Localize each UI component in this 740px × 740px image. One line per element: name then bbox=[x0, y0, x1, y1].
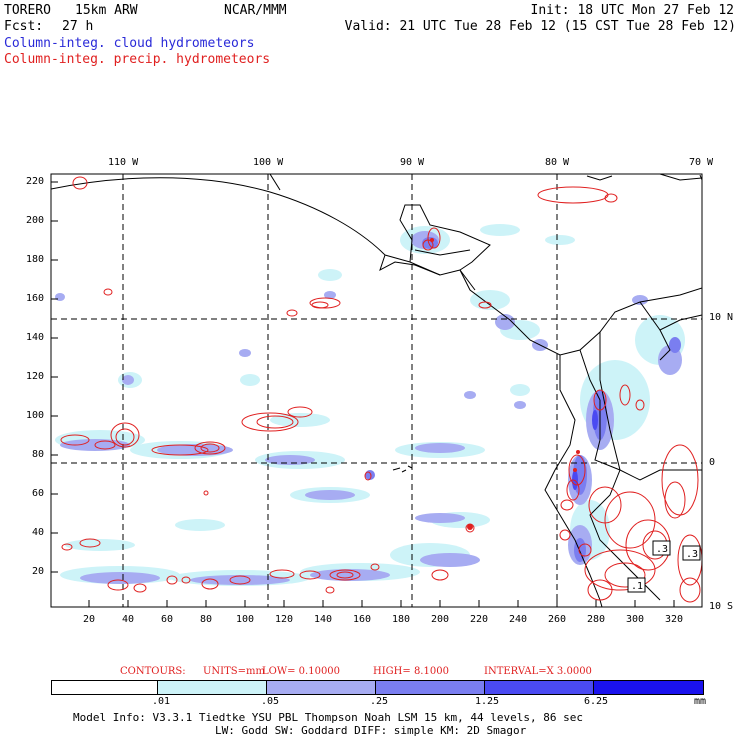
contour-label: .3 bbox=[656, 544, 668, 555]
contours-high: HIGH= 8.1000 bbox=[373, 666, 449, 677]
legend-unit: mm bbox=[694, 696, 707, 707]
map-frame bbox=[50, 173, 703, 608]
forecast-hour: 27 h bbox=[62, 19, 94, 34]
legend-swatch bbox=[52, 681, 158, 694]
forecast-label: Fcst: bbox=[4, 19, 44, 34]
x-tick-label: 140 bbox=[314, 614, 333, 625]
lon-label-90w: 90 W bbox=[400, 157, 425, 168]
y-tick-label: 140 bbox=[26, 332, 45, 343]
y-tick-label: 160 bbox=[26, 293, 45, 304]
map-area: .3 .3 .1 bbox=[51, 174, 702, 607]
legend-swatch bbox=[158, 681, 267, 694]
x-tick-label: 40 bbox=[122, 614, 135, 625]
organization: NCAR/MMM bbox=[224, 3, 287, 18]
contours-units: UNITS=mm bbox=[203, 666, 265, 677]
contours-low: LOW= 0.10000 bbox=[262, 666, 341, 677]
lon-label-80w: 80 W bbox=[545, 157, 570, 168]
x-tick-label: 240 bbox=[509, 614, 528, 625]
y-tick-label: 60 bbox=[32, 488, 45, 499]
x-tick-label: 180 bbox=[392, 614, 411, 625]
x-tick-label: 20 bbox=[83, 614, 96, 625]
x-tick-label: 120 bbox=[275, 614, 294, 625]
bottom-ticks bbox=[88, 600, 675, 607]
x-tick-label: 100 bbox=[236, 614, 255, 625]
lon-label-100w: 100 W bbox=[253, 157, 284, 168]
y-tick-label: 80 bbox=[32, 449, 45, 460]
lat-label-0: 0 bbox=[709, 457, 716, 468]
model-name: TORERO bbox=[4, 3, 51, 18]
legend-threshold: 6.25 bbox=[584, 696, 609, 707]
contours-interval: INTERVAL=X 3.0000 bbox=[484, 666, 592, 677]
x-tick-label: 300 bbox=[626, 614, 645, 625]
y-tick-label: 200 bbox=[26, 215, 45, 226]
legend-threshold: .25 bbox=[370, 696, 389, 707]
valid-time: Valid: 21 UTC Tue 28 Feb 12 (15 CST Tue … bbox=[344, 19, 736, 34]
lat-lon-grid bbox=[51, 174, 702, 607]
precip-contours bbox=[60, 176, 702, 603]
legend-swatch bbox=[485, 681, 594, 694]
y-tick-label: 220 bbox=[26, 176, 45, 187]
precip-cores bbox=[430, 238, 580, 530]
legend-swatch bbox=[594, 681, 703, 694]
legend-threshold: 1.25 bbox=[475, 696, 500, 707]
contour-value-labels: .3 .3 .1 bbox=[627, 540, 701, 593]
y-tick-label: 20 bbox=[32, 566, 45, 577]
model-info-line2: LW: Godd SW: Goddard DIFF: simple KM: 2D… bbox=[215, 724, 527, 737]
y-tick-label: 120 bbox=[26, 371, 45, 382]
x-tick-label: 320 bbox=[665, 614, 684, 625]
y-tick-label: 100 bbox=[26, 410, 45, 421]
legend-swatch bbox=[376, 681, 485, 694]
cloud-hydrometeors-title: Column-integ. cloud hydrometeors bbox=[4, 36, 255, 51]
left-ticks bbox=[51, 181, 58, 573]
x-tick-label: 220 bbox=[470, 614, 489, 625]
contours-label: CONTOURS: bbox=[120, 666, 186, 677]
model-resolution: 15km ARW bbox=[75, 3, 138, 18]
x-tick-label: 160 bbox=[353, 614, 372, 625]
legend-threshold: .01 bbox=[152, 696, 171, 707]
lon-label-70w: 70 W bbox=[689, 157, 714, 168]
legend-threshold: .05 bbox=[261, 696, 280, 707]
x-tick-label: 200 bbox=[431, 614, 450, 625]
cloud-shading bbox=[55, 224, 685, 586]
y-tick-label: 180 bbox=[26, 254, 45, 265]
shading-legend bbox=[51, 680, 704, 695]
lat-label-10s: 10 S bbox=[709, 601, 734, 612]
precip-hydrometeors-title: Column-integ. precip. hydrometeors bbox=[4, 52, 271, 67]
lat-label-10n: 10 N bbox=[709, 312, 734, 323]
contour-label: .3 bbox=[686, 549, 698, 560]
x-tick-label: 260 bbox=[548, 614, 567, 625]
init-time: Init: 18 UTC Mon 27 Feb 12 bbox=[530, 3, 735, 18]
x-tick-label: 280 bbox=[587, 614, 606, 625]
contour-label: .1 bbox=[631, 581, 643, 592]
x-tick-label: 80 bbox=[200, 614, 213, 625]
y-tick-label: 40 bbox=[32, 527, 45, 538]
legend-swatch bbox=[267, 681, 376, 694]
lon-label-110w: 110 W bbox=[108, 157, 139, 168]
model-info-line1: Model Info: V3.3.1 Tiedtke YSU PBL Thomp… bbox=[73, 711, 583, 724]
x-tick-label: 60 bbox=[161, 614, 174, 625]
